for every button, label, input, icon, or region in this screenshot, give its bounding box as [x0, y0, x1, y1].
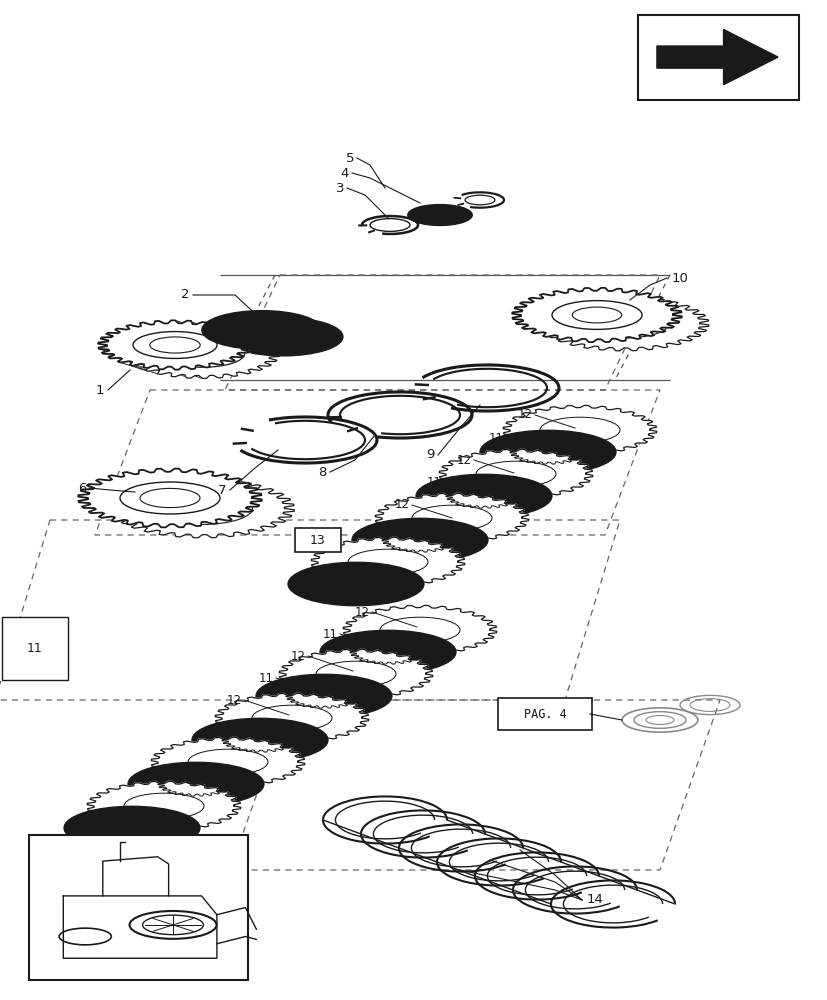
Text: 3: 3 — [335, 182, 344, 195]
Text: 6: 6 — [78, 482, 86, 494]
Polygon shape — [656, 29, 777, 85]
Polygon shape — [438, 449, 592, 499]
Text: 9: 9 — [425, 448, 433, 462]
Bar — [637, 15, 798, 100]
Text: 2: 2 — [180, 288, 189, 302]
Text: 12: 12 — [394, 498, 409, 512]
Polygon shape — [503, 405, 656, 455]
Ellipse shape — [288, 562, 423, 606]
Polygon shape — [87, 781, 241, 831]
Ellipse shape — [192, 718, 327, 762]
Text: 12: 12 — [456, 454, 471, 466]
Text: 7: 7 — [218, 484, 226, 496]
Polygon shape — [151, 737, 304, 787]
Ellipse shape — [64, 806, 200, 850]
Ellipse shape — [319, 630, 456, 674]
Text: 8: 8 — [318, 466, 326, 479]
Text: 11: 11 — [322, 628, 337, 641]
Polygon shape — [111, 479, 294, 538]
Bar — [294, 528, 341, 552]
Polygon shape — [511, 288, 681, 342]
Polygon shape — [342, 605, 496, 655]
Text: 11: 11 — [426, 477, 441, 489]
Polygon shape — [375, 493, 528, 543]
Text: PAG. 4: PAG. 4 — [523, 708, 566, 720]
Ellipse shape — [202, 311, 322, 349]
Ellipse shape — [408, 205, 471, 225]
Text: 1: 1 — [96, 383, 104, 396]
Polygon shape — [538, 296, 708, 351]
Text: 5: 5 — [346, 152, 354, 165]
Polygon shape — [98, 320, 251, 370]
Text: 11: 11 — [27, 642, 43, 654]
Ellipse shape — [480, 430, 615, 474]
Text: 13: 13 — [310, 534, 326, 546]
Polygon shape — [279, 649, 433, 699]
Text: 11: 11 — [258, 672, 273, 684]
Polygon shape — [126, 329, 279, 378]
Text: 14: 14 — [586, 893, 603, 906]
Ellipse shape — [256, 674, 391, 718]
Polygon shape — [78, 469, 261, 527]
Polygon shape — [215, 693, 369, 743]
Text: 4: 4 — [341, 167, 349, 180]
Text: 12: 12 — [517, 408, 532, 422]
Text: 12: 12 — [290, 650, 305, 662]
Bar — [29, 835, 248, 980]
Ellipse shape — [415, 474, 552, 518]
Text: 12: 12 — [354, 605, 369, 618]
Text: 10: 10 — [671, 271, 687, 284]
Ellipse shape — [128, 762, 264, 806]
Ellipse shape — [222, 318, 342, 356]
Text: 12: 12 — [227, 694, 241, 706]
FancyBboxPatch shape — [497, 698, 591, 730]
Text: 11: 11 — [488, 432, 503, 444]
Ellipse shape — [351, 518, 487, 562]
Polygon shape — [311, 537, 464, 587]
